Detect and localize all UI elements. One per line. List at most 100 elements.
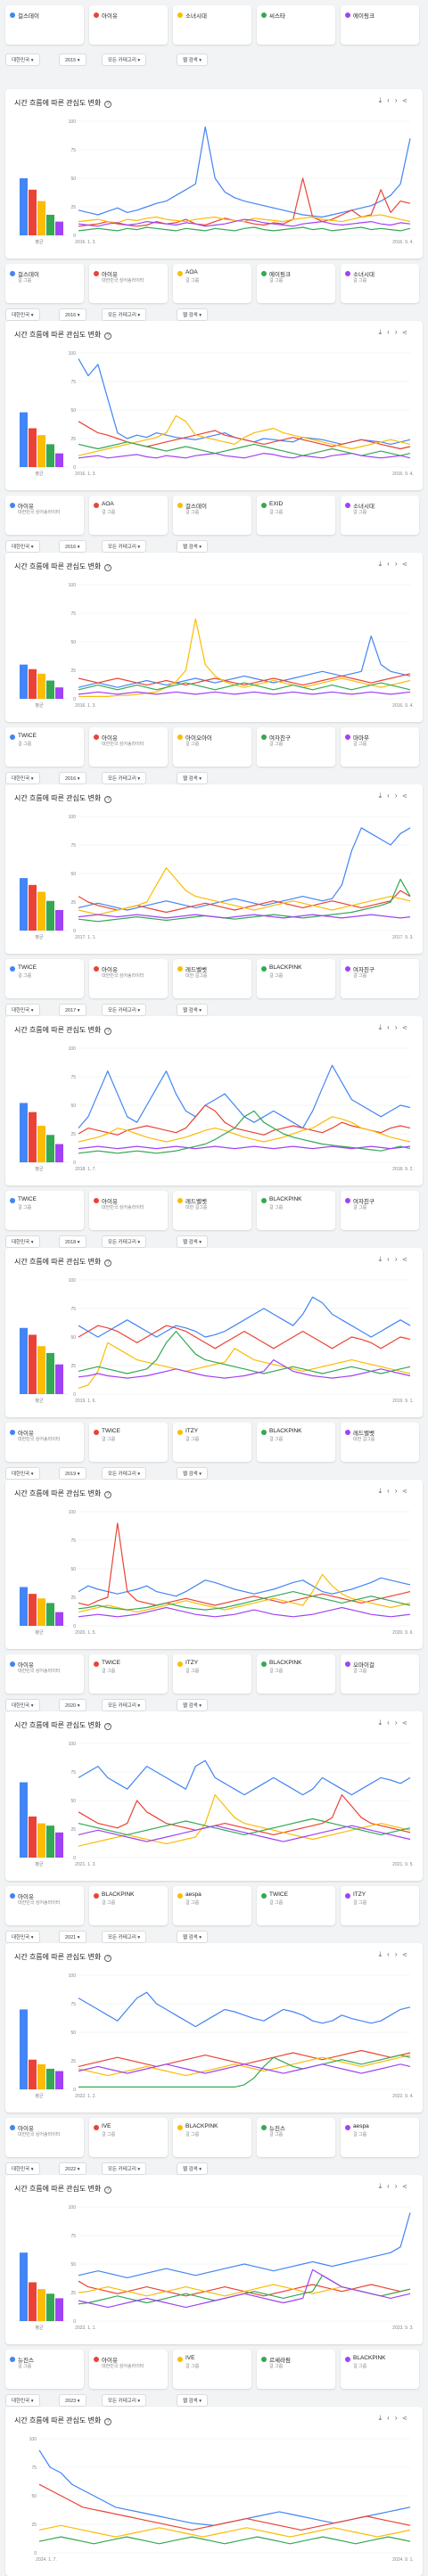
legend-item[interactable]: 소녀시대 걸 그룹 xyxy=(341,264,419,303)
embed-icon[interactable]: ‹› xyxy=(387,328,403,336)
legend-item[interactable]: 아이유 대한민국 싱어송라이터 xyxy=(5,496,84,535)
legend-item[interactable]: ITZY 걸 그룹 xyxy=(173,1423,251,1462)
legend-item[interactable]: ITZY 걸 그룹 xyxy=(341,1886,419,1925)
category-dropdown[interactable]: 모든 카테고리 ▾ xyxy=(102,2394,147,2407)
embed-icon[interactable]: ‹› xyxy=(387,792,403,800)
category-dropdown[interactable]: 모든 카테고리 ▾ xyxy=(102,1699,147,1711)
category-dropdown[interactable]: 모든 카테고리 ▾ xyxy=(102,308,147,321)
category-dropdown[interactable]: 모든 카테고리 ▾ xyxy=(102,1004,147,1016)
search-type-dropdown[interactable]: 웹 검색 ▾ xyxy=(177,772,209,784)
legend-item[interactable]: 뉴진스 걸 그룹 xyxy=(5,2350,84,2389)
legend-item[interactable]: BLACKPINK 걸 그룹 xyxy=(89,1886,168,1925)
share-icon[interactable]: ⋖ xyxy=(402,1950,412,1958)
download-icon[interactable]: ⤓ xyxy=(378,1719,388,1727)
embed-icon[interactable]: ‹› xyxy=(387,1255,403,1263)
legend-item[interactable]: 레드벨벳 대한 걸그룹 xyxy=(341,1423,419,1462)
legend-item[interactable]: TWICE 걸 그룹 xyxy=(5,959,84,998)
year-dropdown[interactable]: 2016 ▾ xyxy=(59,540,86,553)
legend-item[interactable]: 아이유 대한민국 싱어송라이터 xyxy=(89,264,168,303)
download-icon[interactable]: ⤓ xyxy=(378,1255,388,1263)
legend-item[interactable]: 걸스데이 xyxy=(5,5,84,45)
year-dropdown[interactable]: 2018 ▾ xyxy=(59,1235,86,1248)
category-dropdown[interactable]: 모든 카테고리 ▾ xyxy=(102,53,147,66)
search-type-dropdown[interactable]: 웹 검색 ▾ xyxy=(177,1004,209,1016)
download-icon[interactable]: ⤓ xyxy=(378,560,388,568)
legend-item[interactable]: 레드벨벳 대한 걸그룹 xyxy=(173,959,251,998)
share-icon[interactable]: ⋖ xyxy=(402,1487,412,1495)
year-dropdown[interactable]: 2020 ▾ xyxy=(59,1699,86,1711)
year-dropdown[interactable]: 2016 ▾ xyxy=(59,772,86,784)
help-icon[interactable]: ? xyxy=(104,2418,112,2425)
legend-item[interactable]: 레드벨벳 대한 걸그룹 xyxy=(173,1191,251,1230)
legend-item[interactable]: BLACKPINK 걸 그룹 xyxy=(257,1191,335,1230)
region-dropdown[interactable]: 대한민국 ▾ xyxy=(5,2162,40,2175)
download-icon[interactable]: ⤓ xyxy=(378,328,388,336)
region-dropdown[interactable]: 대한민국 ▾ xyxy=(5,1467,40,1480)
help-icon[interactable]: ? xyxy=(104,1955,112,1962)
legend-item[interactable]: 오마이걸 걸 그룹 xyxy=(341,1654,419,1694)
search-type-dropdown[interactable]: 웹 검색 ▾ xyxy=(177,1235,209,1248)
help-icon[interactable]: ? xyxy=(104,2186,112,2194)
download-icon[interactable]: ⤓ xyxy=(378,1950,388,1958)
help-icon[interactable]: ? xyxy=(104,1723,112,1730)
region-dropdown[interactable]: 대한민국 ▾ xyxy=(5,1699,40,1711)
legend-item[interactable]: AOA 걸 그룹 xyxy=(173,264,251,303)
region-dropdown[interactable]: 대한민국 ▾ xyxy=(5,1931,40,1943)
legend-item[interactable]: TWICE 걸 그룹 xyxy=(5,1191,84,1230)
legend-item[interactable]: 소녀시대 xyxy=(173,5,251,45)
legend-item[interactable]: EXID 걸 그룹 xyxy=(257,496,335,535)
legend-item[interactable]: 에이핑크 xyxy=(341,5,419,45)
legend-item[interactable]: ITZY 걸 그룹 xyxy=(173,1654,251,1694)
legend-item[interactable]: 아이유 대한민국 싱어송라이터 xyxy=(89,2350,168,2389)
region-dropdown[interactable]: 대한민국 ▾ xyxy=(5,1004,40,1016)
legend-item[interactable]: 여자친구 걸 그룹 xyxy=(341,959,419,998)
search-type-dropdown[interactable]: 웹 검색 ▾ xyxy=(177,1699,209,1711)
share-icon[interactable]: ⋖ xyxy=(402,1023,412,1031)
legend-item[interactable]: BLACKPINK 걸 그룹 xyxy=(341,2350,419,2389)
year-dropdown[interactable]: 2023 ▾ xyxy=(59,2394,86,2407)
legend-item[interactable]: AOA 걸 그룹 xyxy=(89,496,168,535)
year-dropdown[interactable]: 2016 ▾ xyxy=(59,308,86,321)
category-dropdown[interactable]: 모든 카테고리 ▾ xyxy=(102,540,147,553)
region-dropdown[interactable]: 대한민국 ▾ xyxy=(5,53,40,66)
share-icon[interactable]: ⋖ xyxy=(402,1719,412,1727)
region-dropdown[interactable]: 대한민국 ▾ xyxy=(5,308,40,321)
legend-item[interactable]: 아이유 대한민국 싱어송라이터 xyxy=(5,1423,84,1462)
legend-item[interactable]: 아이유 대한민국 싱어송라이터 xyxy=(89,959,168,998)
legend-item[interactable]: IVE 걸 그룹 xyxy=(89,2118,168,2157)
legend-item[interactable]: 에이핑크 걸 그룹 xyxy=(257,264,335,303)
search-type-dropdown[interactable]: 웹 검색 ▾ xyxy=(177,1467,209,1480)
embed-icon[interactable]: ‹› xyxy=(387,560,403,568)
region-dropdown[interactable]: 대한민국 ▾ xyxy=(5,540,40,553)
year-dropdown[interactable]: 2019 ▾ xyxy=(59,1467,86,1480)
help-icon[interactable]: ? xyxy=(104,1259,112,1267)
search-type-dropdown[interactable]: 웹 검색 ▾ xyxy=(177,540,209,553)
legend-item[interactable]: 아이유 대한민국 싱어송라이터 xyxy=(89,1191,168,1230)
legend-item[interactable]: 르세라핌 걸 그룹 xyxy=(257,2350,335,2389)
search-type-dropdown[interactable]: 웹 검색 ▾ xyxy=(177,53,209,66)
year-dropdown[interactable]: 2015 ▾ xyxy=(59,53,86,66)
download-icon[interactable]: ⤓ xyxy=(378,1023,388,1031)
embed-icon[interactable]: ‹› xyxy=(387,2414,403,2422)
legend-item[interactable]: BLACKPINK 걸 그룹 xyxy=(257,1654,335,1694)
share-icon[interactable]: ⋖ xyxy=(402,2182,412,2190)
embed-icon[interactable]: ‹› xyxy=(387,1719,403,1727)
legend-item[interactable]: TWICE 걸 그룹 xyxy=(5,727,84,767)
legend-item[interactable]: 아이유 대한민국 싱어송라이터 xyxy=(5,2118,84,2157)
download-icon[interactable]: ⤓ xyxy=(378,96,388,104)
legend-item[interactable]: 아이오아이 걸 그룹 xyxy=(173,727,251,767)
help-icon[interactable]: ? xyxy=(104,332,112,340)
download-icon[interactable]: ⤓ xyxy=(378,2182,388,2190)
download-icon[interactable]: ⤓ xyxy=(378,2414,388,2422)
legend-item[interactable]: 아이유 대한민국 싱어송라이터 xyxy=(5,1886,84,1925)
legend-item[interactable]: 아이유 대한민국 싱어송라이터 xyxy=(5,1654,84,1694)
year-dropdown[interactable]: 2022 ▾ xyxy=(59,2162,86,2175)
search-type-dropdown[interactable]: 웹 검색 ▾ xyxy=(177,1931,209,1943)
legend-item[interactable]: BLACKPINK 걸 그룹 xyxy=(257,959,335,998)
legend-item[interactable]: 마마무 걸 그룹 xyxy=(341,727,419,767)
legend-item[interactable]: aespa 걸 그룹 xyxy=(173,1886,251,1925)
embed-icon[interactable]: ‹› xyxy=(387,1023,403,1031)
share-icon[interactable]: ⋖ xyxy=(402,792,412,800)
share-icon[interactable]: ⋖ xyxy=(402,96,412,104)
search-type-dropdown[interactable]: 웹 검색 ▾ xyxy=(177,2394,209,2407)
